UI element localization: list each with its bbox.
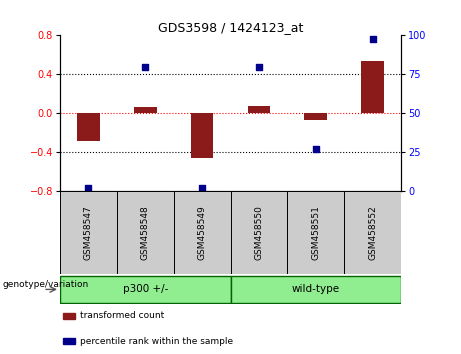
Bar <box>230 191 287 274</box>
Text: GSM458547: GSM458547 <box>84 205 93 260</box>
Bar <box>134 107 157 113</box>
Text: GSM458552: GSM458552 <box>368 205 377 260</box>
Point <box>369 36 376 41</box>
Point <box>85 185 92 191</box>
Bar <box>60 191 117 274</box>
Point <box>255 64 263 69</box>
Text: GSM458551: GSM458551 <box>311 205 320 260</box>
Bar <box>63 313 75 319</box>
Title: GDS3598 / 1424123_at: GDS3598 / 1424123_at <box>158 21 303 34</box>
Bar <box>248 107 270 113</box>
Bar <box>230 276 401 303</box>
Bar <box>117 191 174 274</box>
Text: GSM458550: GSM458550 <box>254 205 263 260</box>
Point <box>142 64 149 69</box>
Bar <box>344 191 401 274</box>
Text: wild-type: wild-type <box>292 284 340 295</box>
Bar <box>174 191 230 274</box>
Bar <box>60 276 230 303</box>
Bar <box>287 191 344 274</box>
Point <box>198 185 206 191</box>
Text: transformed count: transformed count <box>80 312 165 320</box>
Text: p300 +/-: p300 +/- <box>123 284 168 295</box>
Bar <box>191 113 213 158</box>
Point <box>312 146 319 152</box>
Bar <box>77 113 100 141</box>
Text: percentile rank within the sample: percentile rank within the sample <box>80 337 234 346</box>
Text: genotype/variation: genotype/variation <box>3 280 89 289</box>
Bar <box>361 61 384 113</box>
Bar <box>63 338 75 344</box>
Text: GSM458549: GSM458549 <box>198 205 207 260</box>
Text: GSM458548: GSM458548 <box>141 205 150 260</box>
Bar <box>304 113 327 120</box>
